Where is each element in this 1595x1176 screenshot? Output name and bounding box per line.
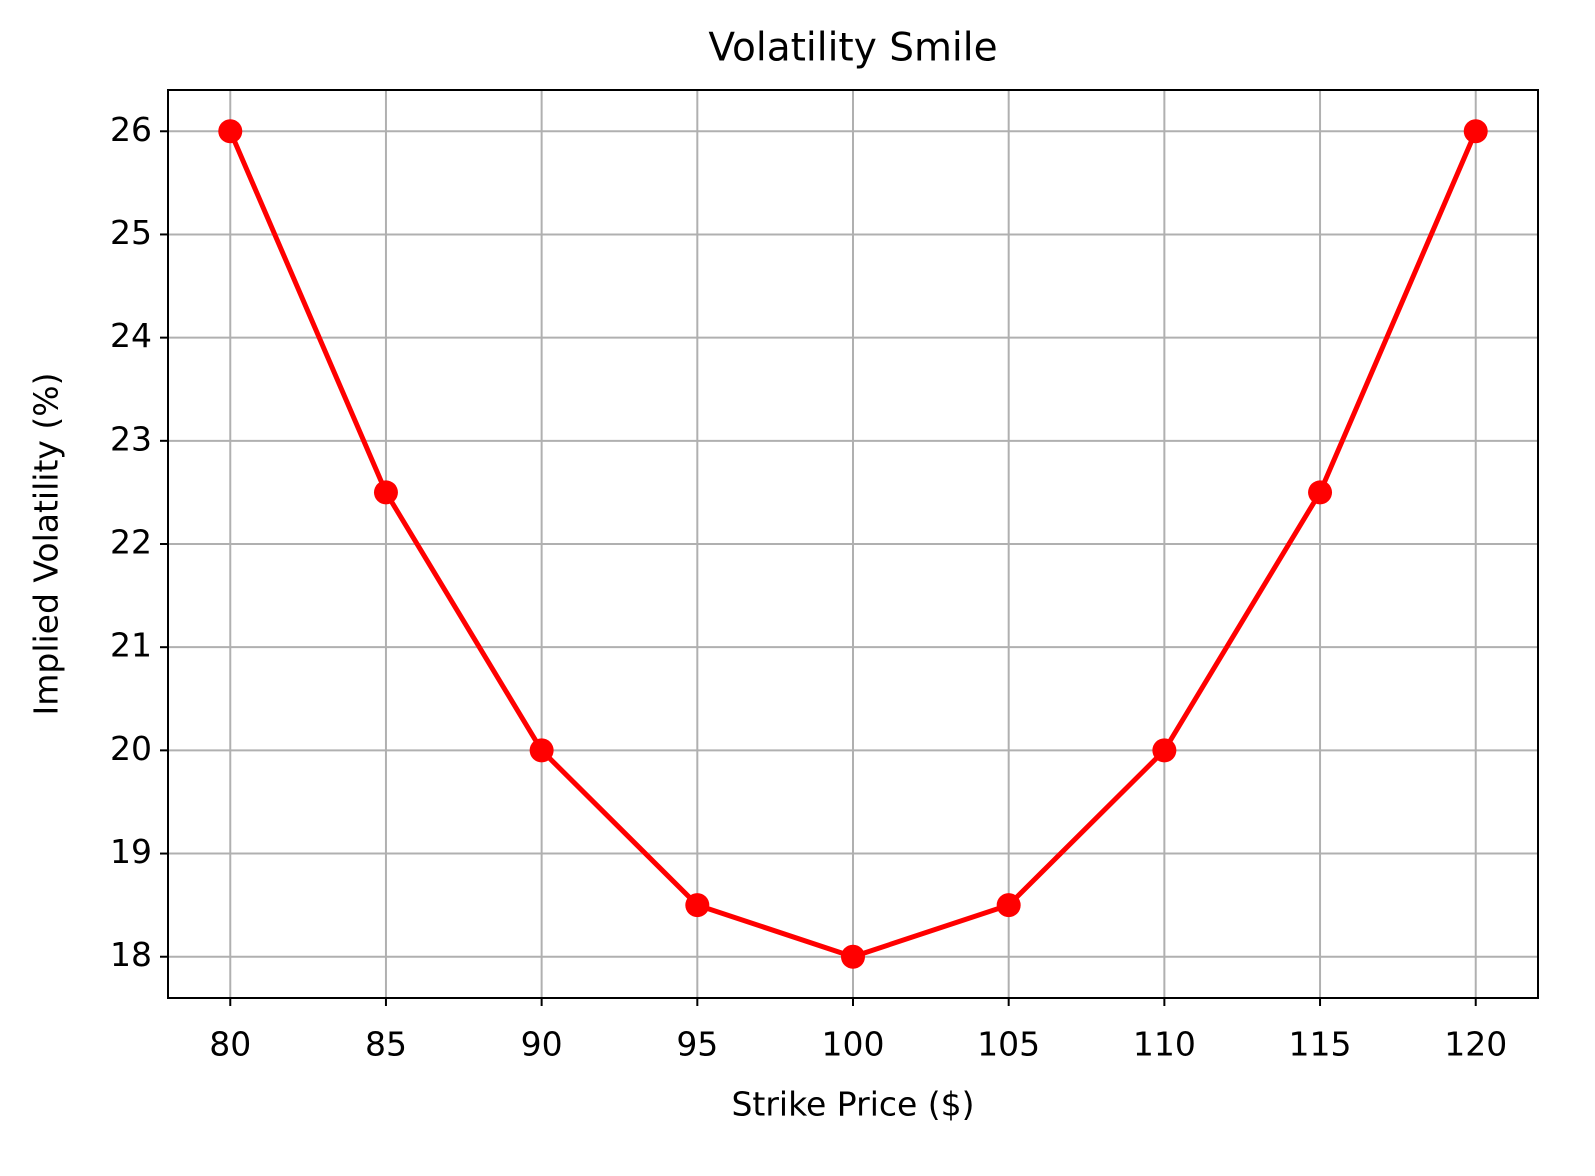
marker <box>996 893 1021 918</box>
x-axis-label: Strike Price ($) <box>731 1085 974 1124</box>
y-tick-label: 20 <box>110 729 152 768</box>
y-tick-label: 19 <box>110 832 152 871</box>
plot-frame <box>167 89 1539 999</box>
y-tick-label: 22 <box>110 523 152 562</box>
y-axis-label: Implied Volatility (%) <box>27 372 66 715</box>
x-tick-label: 120 <box>1444 1025 1507 1064</box>
y-tick-label: 18 <box>110 935 152 974</box>
y-tick-label: 26 <box>110 110 152 149</box>
y-tick-label: 21 <box>110 626 152 665</box>
x-tick-label: 95 <box>676 1025 718 1064</box>
marker <box>841 944 865 969</box>
x-tick-label: 100 <box>822 1025 885 1064</box>
marker <box>685 893 710 918</box>
x-tick-label: 105 <box>977 1025 1040 1064</box>
marker <box>1152 738 1177 763</box>
marker <box>529 738 554 763</box>
x-tick-label: 80 <box>209 1025 251 1064</box>
x-tick-label: 115 <box>1289 1025 1352 1064</box>
x-tick-label: 85 <box>365 1025 407 1064</box>
x-tick-label: 110 <box>1133 1025 1196 1064</box>
marker <box>1308 480 1333 505</box>
marker <box>1463 119 1488 144</box>
x-tick-label: 90 <box>521 1025 563 1064</box>
chart-title: Volatility Smile <box>708 26 997 71</box>
marker <box>373 480 398 505</box>
y-tick-label: 23 <box>110 419 152 458</box>
marker <box>218 119 243 144</box>
y-tick-label: 25 <box>110 213 152 252</box>
y-tick-label: 24 <box>110 316 152 355</box>
